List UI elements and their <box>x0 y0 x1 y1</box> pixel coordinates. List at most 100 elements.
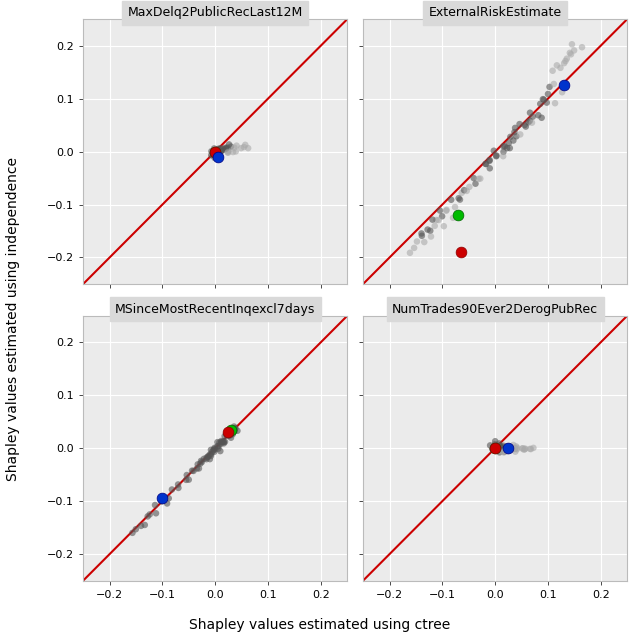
Point <box>230 426 240 436</box>
Point <box>209 153 220 163</box>
Point <box>223 430 234 440</box>
Point <box>230 423 241 433</box>
Point <box>497 447 508 457</box>
Point <box>489 145 499 156</box>
Point <box>490 445 500 455</box>
Point <box>566 49 576 59</box>
Title: MaxDelq2PublicRecLast12M: MaxDelq2PublicRecLast12M <box>127 6 303 19</box>
Point <box>195 459 205 469</box>
Point <box>239 142 249 152</box>
Point <box>541 98 552 108</box>
Point <box>498 151 508 161</box>
Point <box>209 447 220 457</box>
Point <box>502 143 512 153</box>
Point <box>422 225 433 235</box>
Point <box>494 440 504 450</box>
Point <box>206 451 216 461</box>
Point <box>454 193 464 204</box>
Point <box>569 45 579 56</box>
Point <box>437 211 447 221</box>
Text: Shapley values estimated using ctree: Shapley values estimated using ctree <box>189 618 451 632</box>
Point <box>212 152 223 162</box>
Point <box>492 445 502 455</box>
Point <box>209 443 220 453</box>
Point <box>151 508 161 519</box>
Point <box>193 459 203 470</box>
Point <box>209 444 220 454</box>
Point <box>485 440 495 450</box>
Point <box>456 247 466 257</box>
Point <box>208 150 218 160</box>
Point <box>213 144 223 154</box>
Point <box>512 443 522 453</box>
Point <box>211 147 221 157</box>
Point <box>173 483 184 493</box>
Point <box>220 143 230 153</box>
Point <box>210 147 220 157</box>
Point <box>223 147 233 158</box>
Point <box>229 142 239 152</box>
Point <box>187 466 197 476</box>
Point <box>223 147 233 158</box>
Point <box>236 143 246 153</box>
Point <box>429 221 440 231</box>
Point <box>439 221 449 232</box>
Point <box>206 445 216 455</box>
Point <box>209 144 220 154</box>
Point <box>550 98 560 108</box>
Point <box>511 131 522 142</box>
Point <box>490 443 500 453</box>
Point <box>202 454 212 464</box>
Point <box>223 429 234 440</box>
Point <box>213 144 223 154</box>
Point <box>426 232 436 242</box>
Point <box>490 443 500 453</box>
Point <box>433 215 444 225</box>
Point <box>510 444 520 454</box>
Point <box>206 150 216 160</box>
Point <box>173 479 183 489</box>
Text: Shapley values estimated using independence: Shapley values estimated using independe… <box>6 157 20 481</box>
Point <box>405 248 415 258</box>
Point <box>528 443 538 453</box>
Point <box>503 446 513 456</box>
Point <box>206 146 216 156</box>
Point <box>491 151 501 161</box>
Point <box>210 147 220 157</box>
Point <box>196 456 206 466</box>
Point <box>127 528 138 538</box>
Point <box>501 442 511 452</box>
Point <box>219 144 229 154</box>
Point <box>442 205 452 215</box>
Point <box>488 444 498 454</box>
Title: MSinceMostRecentInqexcl7days: MSinceMostRecentInqexcl7days <box>115 303 316 316</box>
Point <box>229 422 239 432</box>
Point <box>497 442 507 452</box>
Point <box>417 231 427 241</box>
Point <box>230 146 241 156</box>
Point <box>567 39 577 49</box>
Point <box>211 152 221 162</box>
Point <box>459 185 469 195</box>
Point <box>219 437 229 447</box>
Point <box>218 437 228 447</box>
Point <box>232 140 242 151</box>
Point <box>220 436 230 447</box>
Point <box>552 60 562 70</box>
Point <box>504 138 514 148</box>
Point <box>131 524 141 535</box>
Point <box>213 441 223 451</box>
Point <box>524 117 534 128</box>
Point <box>225 430 236 440</box>
Point <box>499 441 509 451</box>
Point <box>515 119 525 129</box>
Point <box>409 243 419 253</box>
Point <box>228 147 238 157</box>
Point <box>481 159 491 169</box>
Title: ExternalRiskEstimate: ExternalRiskEstimate <box>429 6 562 19</box>
Point <box>539 94 549 105</box>
Point <box>499 141 509 151</box>
Point <box>181 475 191 485</box>
Point <box>214 152 224 163</box>
Point <box>157 493 168 503</box>
